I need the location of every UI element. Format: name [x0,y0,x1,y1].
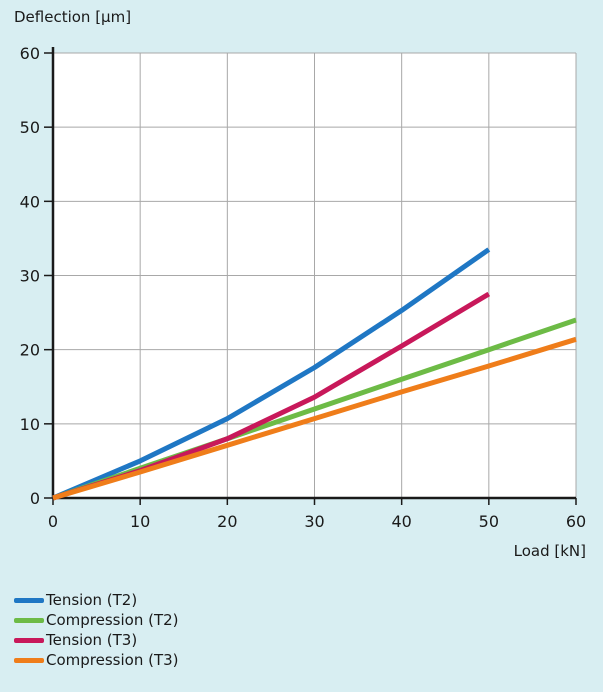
x-tick-label: 30 [304,512,324,531]
line-chart: 0 10 20 30 40 50 60 0 10 20 30 40 50 60 Deflection [µ… [14,8,587,560]
legend-label: Compression (T3) [46,651,179,669]
legend-swatch [14,617,44,623]
legend-label: Compression (T2) [46,611,179,629]
y-tick-label: 60 [20,44,40,63]
legend-swatch [14,637,44,643]
y-tick-label: 30 [20,267,40,286]
y-tick-label: 0 [30,489,40,508]
axes: 0 10 20 30 40 50 60 0 10 20 30 40 50 60 [20,44,587,531]
x-tick-label: 40 [391,512,411,531]
legend-label: Tension (T3) [46,631,138,649]
x-tick-label: 10 [130,512,150,531]
series-line-4 [52,336,577,501]
legend-swatch [14,597,44,603]
y-tick-label: 50 [20,118,40,137]
legend: Tension (T2) Compression (T2) Tension (T3)… [14,590,179,670]
x-tick-label: 0 [48,512,58,531]
y-tick-label: 20 [20,341,40,360]
legend-item: Tension (T3) [14,630,179,650]
x-tick-label: 20 [217,512,237,531]
legend-label: Tension (T2) [46,591,138,609]
legend-item: Compression (T3) [14,650,179,670]
y-axis-title: Deflection [µm] [14,8,131,26]
x-tick-label: 50 [479,512,499,531]
x-tick-label: 60 [566,512,586,531]
series-group [52,247,577,501]
y-tick-label: 10 [20,415,40,434]
grid [53,52,577,498]
legend-swatch [14,657,44,663]
series-line-1 [52,247,491,501]
y-tick-label: 40 [20,192,40,211]
legend-item: Tension (T2) [14,590,179,610]
x-axis-title: Load [kN] [514,542,586,560]
legend-item: Compression (T2) [14,610,179,630]
